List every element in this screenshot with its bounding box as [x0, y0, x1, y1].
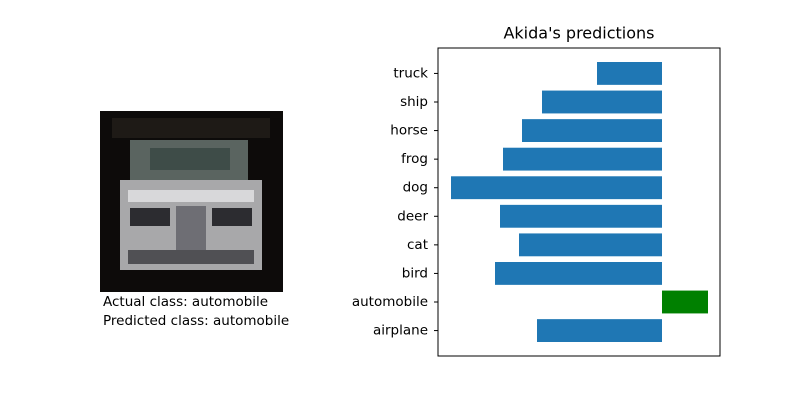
bar	[537, 319, 662, 342]
bar	[522, 119, 662, 142]
bar	[495, 262, 662, 285]
bar	[451, 176, 662, 200]
y-tick-label: automobile	[352, 294, 428, 310]
y-tick-label: cat	[407, 237, 428, 253]
chart-title: Akida's predictions	[503, 24, 654, 43]
bar	[662, 290, 708, 314]
axes-frame	[437, 47, 721, 357]
y-tick-label: horse	[390, 123, 428, 139]
predicted-class-caption: Predicted class: automobile	[103, 313, 289, 329]
y-tick-label: ship	[400, 94, 428, 110]
y-tick-label: dog	[403, 180, 428, 196]
bar	[542, 90, 662, 114]
y-tick-label: truck	[393, 65, 428, 81]
bar	[500, 204, 662, 228]
bar	[519, 233, 662, 257]
bar	[503, 147, 662, 171]
y-tick-label: frog	[401, 151, 428, 167]
actual-class-caption: Actual class: automobile	[103, 294, 268, 310]
input-image	[100, 111, 283, 292]
bar	[597, 62, 662, 85]
plot-area	[451, 62, 708, 342]
y-tick-label: deer	[397, 208, 428, 224]
y-tick-label: airplane	[373, 323, 428, 339]
y-tick-label: bird	[402, 265, 428, 281]
